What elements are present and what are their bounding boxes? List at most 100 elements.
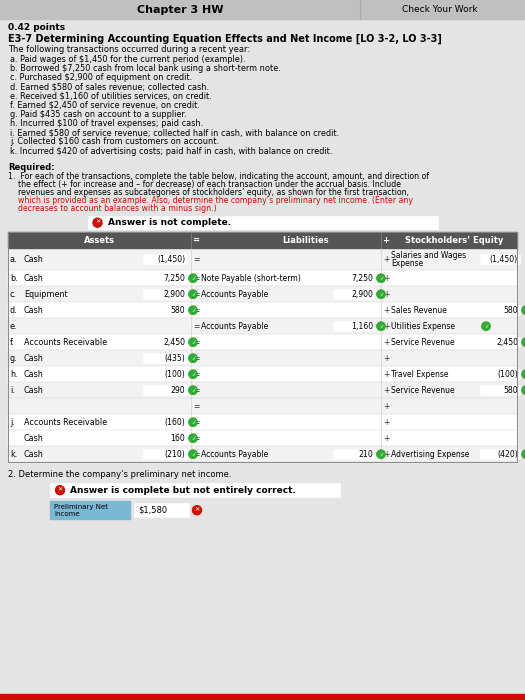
Text: ✓: ✓ — [191, 340, 195, 344]
Text: d.: d. — [10, 306, 18, 315]
Bar — [480, 254, 520, 264]
Text: Sales Revenue: Sales Revenue — [391, 306, 447, 315]
Text: j.: j. — [10, 418, 15, 427]
Text: =: = — [193, 434, 199, 442]
Text: ✓: ✓ — [191, 292, 195, 297]
Text: ✓: ✓ — [524, 340, 525, 344]
Text: Cash: Cash — [24, 434, 44, 442]
Circle shape — [377, 274, 385, 282]
Text: Cash: Cash — [24, 306, 44, 315]
Text: (100): (100) — [164, 370, 185, 379]
Circle shape — [189, 386, 197, 394]
Text: +: + — [383, 434, 389, 442]
Text: ✓: ✓ — [484, 323, 488, 329]
Text: =: = — [193, 274, 199, 283]
Circle shape — [189, 370, 197, 379]
Text: Service Revenue: Service Revenue — [391, 386, 455, 395]
Text: which is provided as an example. Also, determine the company’s preliminary net i: which is provided as an example. Also, d… — [8, 196, 413, 205]
Text: Answer is not complete.: Answer is not complete. — [108, 218, 230, 228]
Circle shape — [482, 322, 490, 330]
Text: +: + — [383, 370, 389, 379]
Text: 7,250: 7,250 — [163, 274, 185, 283]
Text: Accounts Payable: Accounts Payable — [201, 322, 268, 330]
Bar — [143, 337, 187, 347]
Text: Cash: Cash — [24, 354, 44, 363]
Bar — [143, 354, 187, 363]
Text: =: = — [193, 306, 199, 315]
Text: Travel Expense: Travel Expense — [391, 370, 448, 379]
Text: 2,450: 2,450 — [496, 337, 518, 346]
Text: Answer is complete but not entirely correct.: Answer is complete but not entirely corr… — [70, 486, 296, 495]
Text: 0.42 points: 0.42 points — [8, 22, 65, 32]
Text: Accounts Receivable: Accounts Receivable — [24, 337, 107, 346]
Text: e. Received $1,160 of utilities services, on credit.: e. Received $1,160 of utilities services… — [10, 91, 212, 100]
Circle shape — [522, 370, 525, 379]
Text: Cash: Cash — [24, 449, 44, 459]
Text: 7,250: 7,250 — [351, 274, 373, 283]
Circle shape — [377, 450, 385, 459]
Bar — [143, 369, 187, 379]
Text: +: + — [383, 274, 389, 283]
Bar — [8, 302, 517, 318]
Circle shape — [56, 486, 65, 495]
Text: Utilities Expense: Utilities Expense — [391, 322, 455, 330]
Bar — [50, 501, 130, 519]
Text: Advertising Expense: Advertising Expense — [391, 449, 469, 459]
Text: ✓: ✓ — [379, 323, 383, 329]
Text: 290: 290 — [171, 386, 185, 395]
Text: Assets: Assets — [84, 236, 115, 245]
Text: =: = — [193, 236, 200, 245]
Bar — [0, 694, 525, 700]
Text: Cash: Cash — [24, 370, 44, 379]
Text: Salaries and Wages: Salaries and Wages — [391, 251, 466, 260]
Text: E3-7 Determining Accounting Equation Effects and Net Income [LO 3-2, LO 3-3]: E3-7 Determining Accounting Equation Eff… — [8, 34, 442, 44]
Text: f.: f. — [10, 337, 15, 346]
Bar — [143, 254, 187, 264]
Text: =: = — [193, 449, 199, 459]
Text: =: = — [193, 402, 199, 411]
Text: =: = — [193, 255, 199, 264]
Text: 2,450: 2,450 — [163, 337, 185, 346]
Bar — [8, 232, 517, 248]
Bar — [143, 449, 187, 459]
Bar — [8, 430, 517, 446]
Text: i.: i. — [10, 386, 15, 395]
Text: (420): (420) — [497, 449, 518, 459]
Text: Preliminary Net: Preliminary Net — [54, 504, 108, 510]
Text: ✓: ✓ — [524, 452, 525, 456]
Text: ✓: ✓ — [191, 308, 195, 313]
Text: 1.  For each of the transactions, complete the table below, indicating the accou: 1. For each of the transactions, complet… — [8, 172, 429, 181]
Text: ✓: ✓ — [191, 435, 195, 441]
Text: c. Purchased $2,900 of equipment on credit.: c. Purchased $2,900 of equipment on cred… — [10, 73, 192, 82]
Bar — [333, 273, 375, 284]
Text: 210: 210 — [358, 449, 373, 459]
Text: Equipment: Equipment — [24, 290, 68, 299]
Bar — [8, 366, 517, 382]
Text: Chapter 3 HW: Chapter 3 HW — [136, 5, 223, 15]
Circle shape — [189, 306, 197, 314]
Bar — [50, 483, 340, 497]
Circle shape — [93, 218, 102, 228]
Text: +: + — [383, 306, 389, 315]
Text: +: + — [383, 386, 389, 395]
Text: ✓: ✓ — [191, 372, 195, 377]
Circle shape — [377, 322, 385, 330]
Text: (435): (435) — [164, 354, 185, 363]
Bar — [143, 273, 187, 284]
Text: +: + — [383, 290, 389, 299]
Text: d. Earned $580 of sales revenue; collected cash.: d. Earned $580 of sales revenue; collect… — [10, 82, 209, 91]
Text: $1,580: $1,580 — [138, 505, 167, 514]
Text: =: = — [193, 290, 199, 299]
Bar — [8, 350, 517, 366]
Text: Cash: Cash — [24, 255, 44, 264]
Text: Check Your Work: Check Your Work — [402, 6, 478, 15]
Bar — [8, 334, 517, 350]
Bar — [8, 446, 517, 462]
Circle shape — [189, 418, 197, 426]
Bar — [480, 369, 520, 379]
Text: e.: e. — [10, 322, 17, 330]
Text: (160): (160) — [164, 418, 185, 427]
Bar — [8, 414, 517, 430]
Text: ✕: ✕ — [95, 220, 100, 225]
Bar — [143, 289, 187, 299]
